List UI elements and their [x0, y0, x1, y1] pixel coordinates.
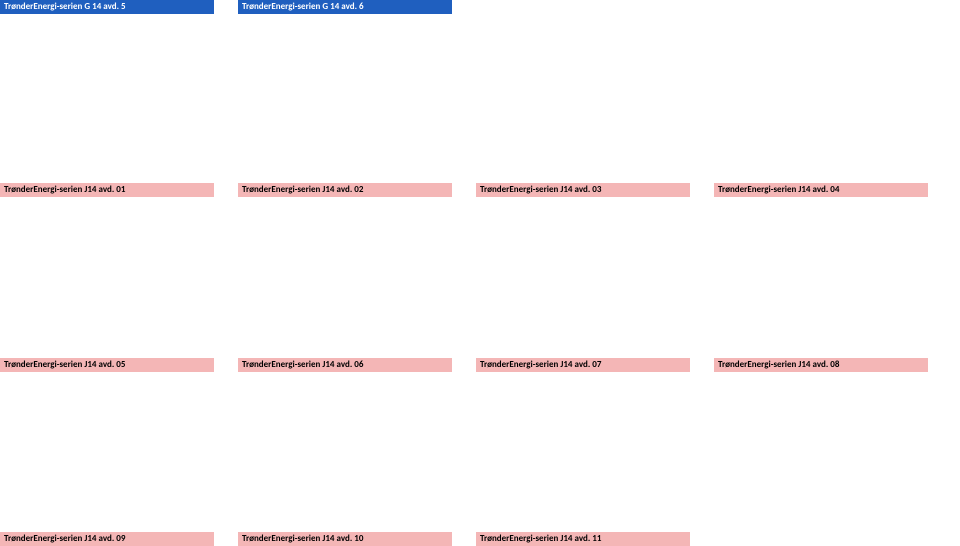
header-j14-avd-01: TrønderEnergi-serien J14 avd. 01 — [0, 183, 214, 197]
header-j14-avd-06: TrønderEnergi-serien J14 avd. 06 — [238, 358, 452, 372]
header-j14-avd-10: TrønderEnergi-serien J14 avd. 10 — [238, 532, 452, 546]
header-g14-avd-5: TrønderEnergi-serien G 14 avd. 5 — [0, 0, 214, 14]
header-j14-avd-02: TrønderEnergi-serien J14 avd. 02 — [238, 183, 452, 197]
header-j14-avd-03: TrønderEnergi-serien J14 avd. 03 — [476, 183, 690, 197]
header-j14-avd-07: TrønderEnergi-serien J14 avd. 07 — [476, 358, 690, 372]
header-j14-avd-11: TrønderEnergi-serien J14 avd. 11 — [476, 532, 690, 546]
header-j14-avd-04: TrønderEnergi-serien J14 avd. 04 — [714, 183, 928, 197]
header-j14-avd-08: TrønderEnergi-serien J14 avd. 08 — [714, 358, 928, 372]
header-j14-avd-09: TrønderEnergi-serien J14 avd. 09 — [0, 532, 214, 546]
header-g14-avd-6: TrønderEnergi-serien G 14 avd. 6 — [238, 0, 452, 14]
page-root: TrønderEnergi-serien G 14 avd. 5 TrønderE… — [0, 0, 960, 546]
header-j14-avd-05: TrønderEnergi-serien J14 avd. 05 — [0, 358, 214, 372]
